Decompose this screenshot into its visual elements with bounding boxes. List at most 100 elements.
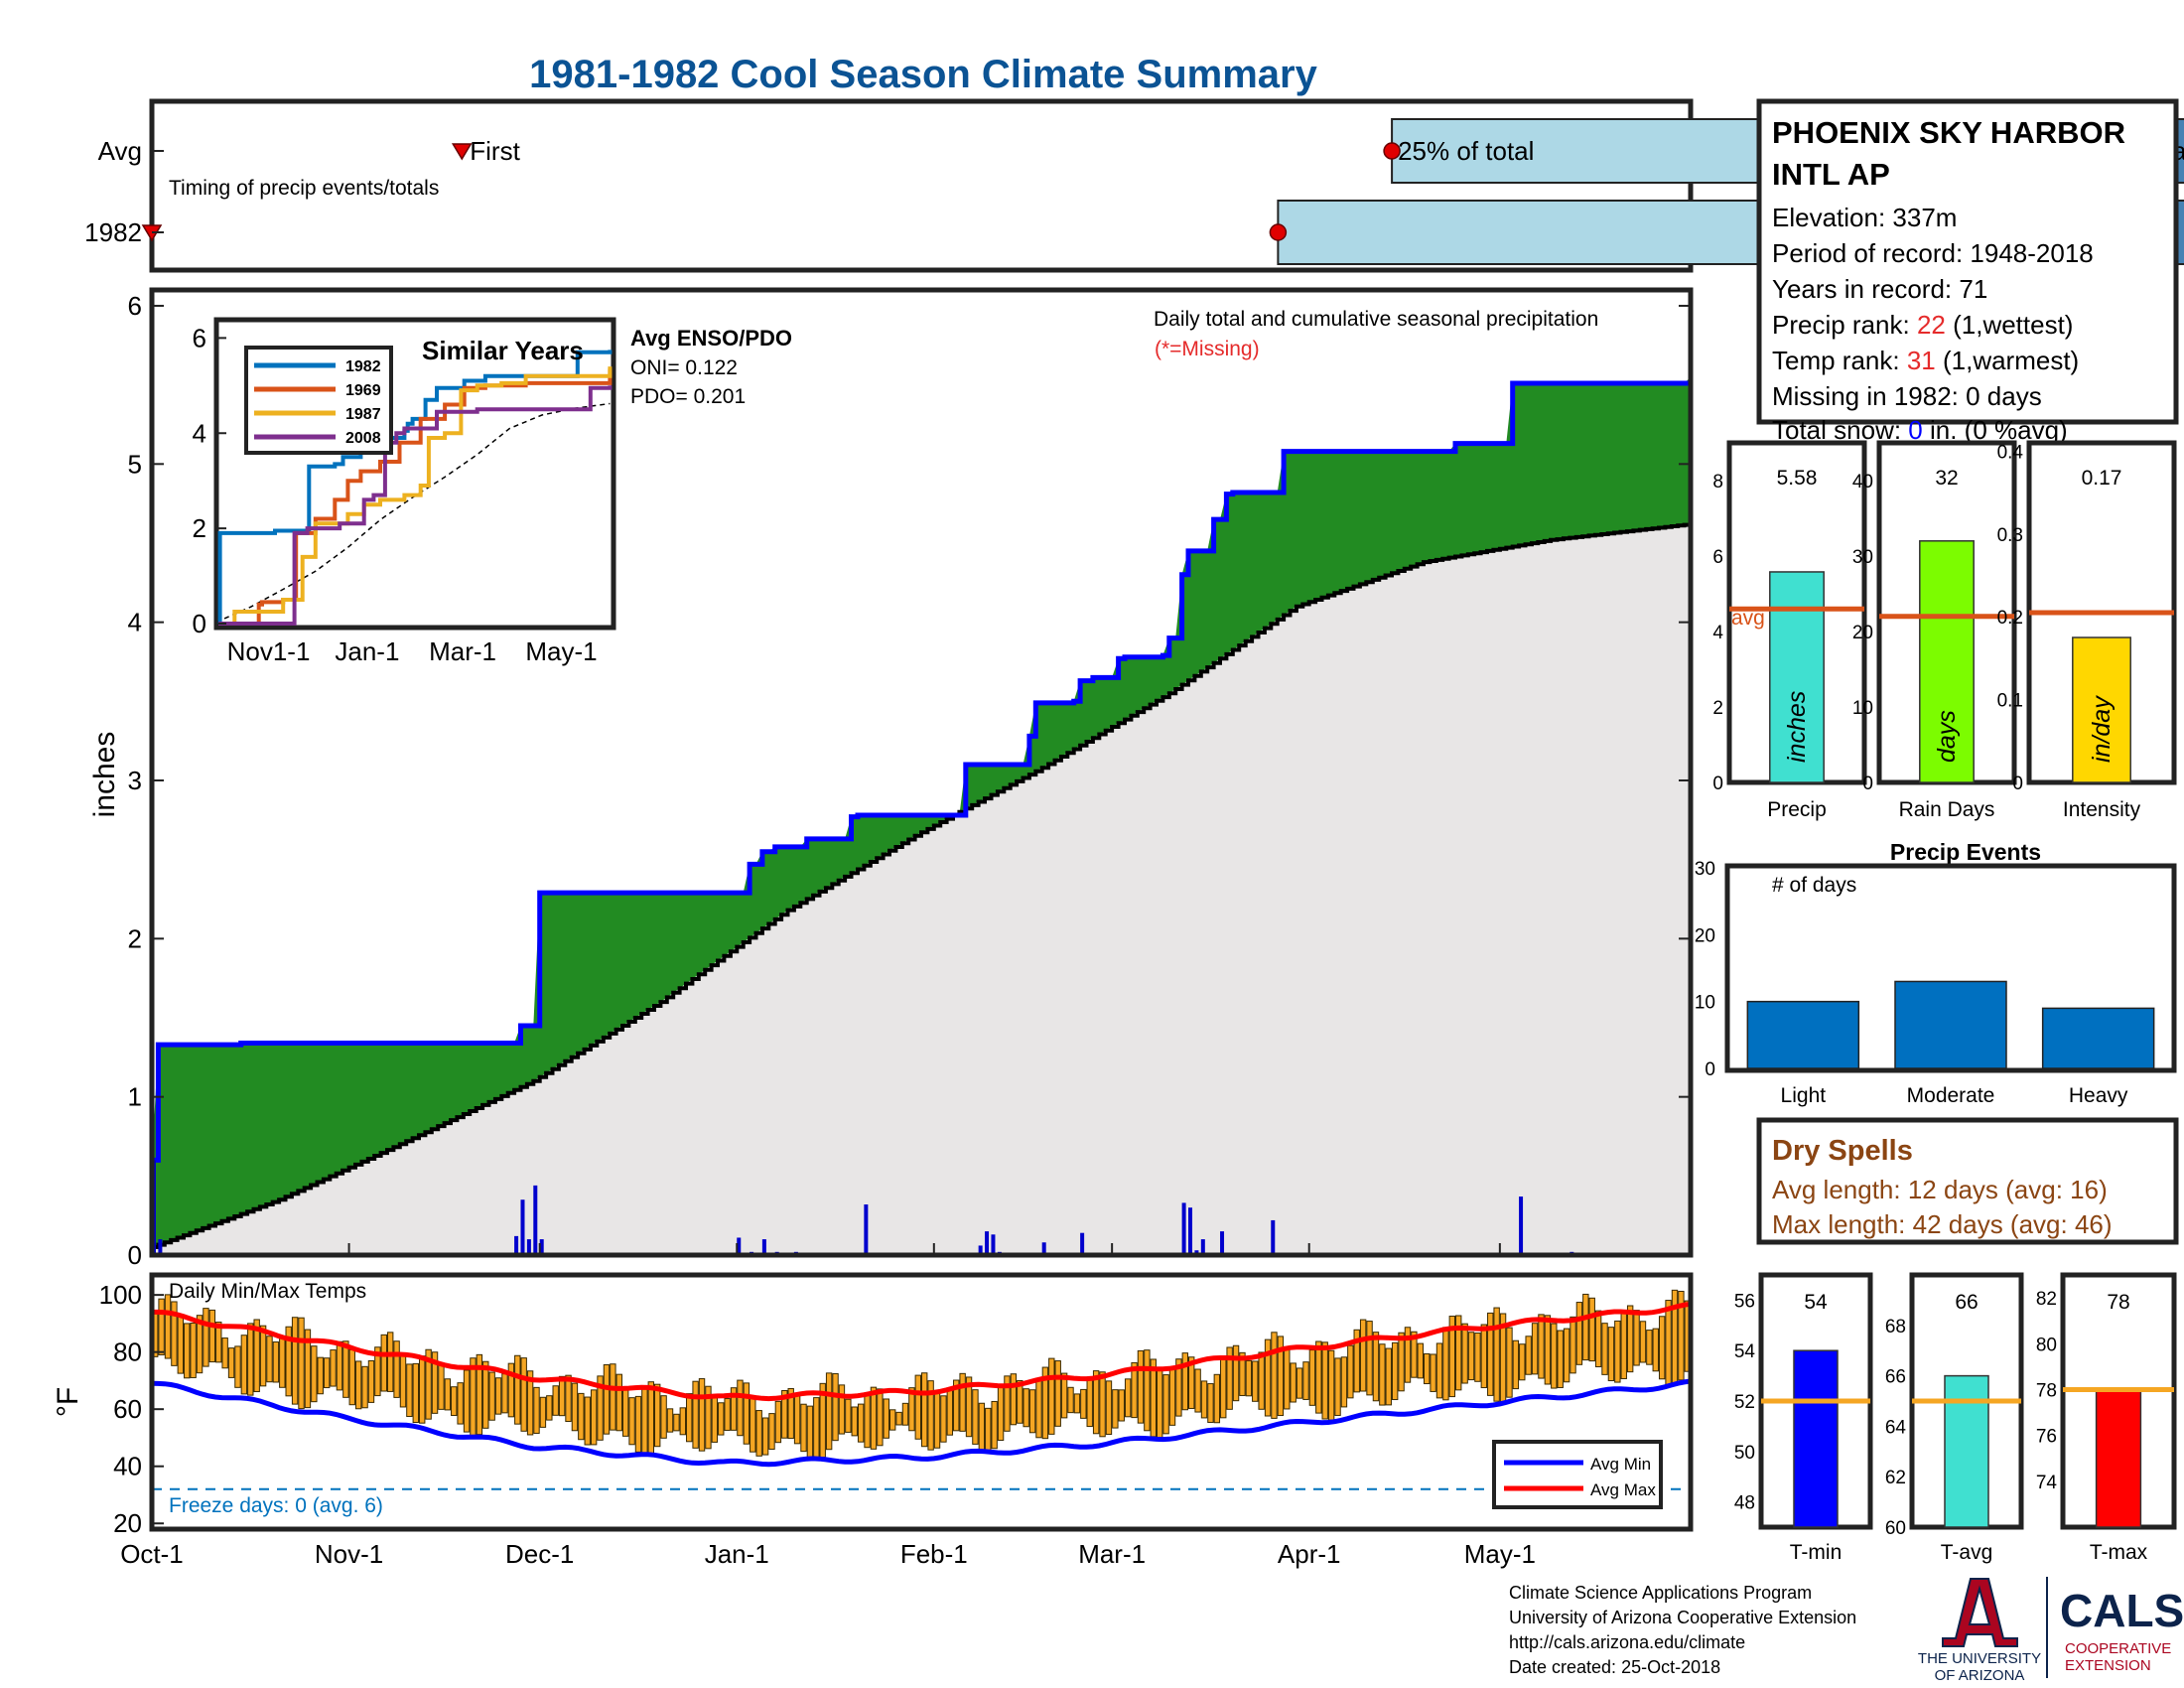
daily-temp-bar xyxy=(1353,1329,1360,1393)
daily-temp-bar xyxy=(698,1378,706,1452)
temp-y-tick-label: 20 xyxy=(113,1508,142,1538)
station-name-line1: PHOENIX SKY HARBOR xyxy=(1772,115,2125,150)
daily-temp-bar xyxy=(641,1387,648,1457)
mini-bar-label: Precip xyxy=(1767,798,1827,821)
month-tick-label: May-1 xyxy=(1464,1539,1536,1569)
precip-y-axis: 0 1 2 3 4 5 6 xyxy=(128,291,1691,1270)
temp-bar-tick-label: 76 xyxy=(2036,1427,2057,1448)
daily-temp-bar xyxy=(864,1394,871,1449)
dry-spells-title: Dry Spells xyxy=(1772,1135,1913,1167)
daily-temp-bar xyxy=(628,1397,635,1446)
mini-bar-tick-label: 0 xyxy=(2012,774,2023,794)
daily-temp-bar xyxy=(1601,1323,1608,1375)
daily-precip-bar xyxy=(737,1237,742,1255)
month-tick-label: Apr-1 xyxy=(1278,1539,1341,1569)
daily-temp-bar xyxy=(164,1294,172,1359)
daily-temp-bar xyxy=(419,1355,426,1424)
footer-program: Climate Science Applications Program xyxy=(1509,1583,1812,1603)
pdo-value: PDO= 0.201 xyxy=(630,385,746,408)
temp-bar-tick-label: 66 xyxy=(1885,1367,1906,1388)
events-y-label: # of days xyxy=(1772,874,1856,897)
daily-temp-bar xyxy=(558,1375,566,1417)
timing-first-last-marker xyxy=(451,143,473,161)
precip-rank-value: 22 xyxy=(1917,310,1946,340)
daily-temp-bar xyxy=(597,1375,604,1441)
mini-bar-tick-label: 20 xyxy=(1852,623,1873,643)
season-totals-bars: 5.58 Precip inches avg 0 2 4 6 8 32 Rain Days days 0… xyxy=(1712,440,2177,821)
daily-temp-bar xyxy=(743,1382,751,1445)
snow-prefix: Total snow: xyxy=(1772,415,1908,445)
daily-temp-bar xyxy=(380,1334,387,1392)
daily-temp-bar xyxy=(1467,1332,1475,1381)
mini-bar-rain-days: 32 Rain Days days 0 10 20 30 40 xyxy=(1852,440,2017,821)
month-axis: Oct-1 Nov-1 Dec-1 Jan-1 Feb-1 Mar-1 Apr-1 May-1 xyxy=(120,1539,1536,1569)
daily-temp-bar xyxy=(750,1395,756,1453)
daily-temp-bar xyxy=(1327,1349,1335,1421)
period-of-record: Period of record: 1948-2018 xyxy=(1772,238,2094,268)
inset-legend-label: 1969 xyxy=(345,382,381,399)
ua-name-line1: THE UNIVERSITY xyxy=(1918,1650,2041,1667)
daily-temp-bar xyxy=(1538,1314,1545,1379)
daily-temp-bar xyxy=(1442,1327,1449,1401)
daily-temp-bar xyxy=(565,1374,572,1423)
daily-precip-bar xyxy=(514,1235,519,1255)
precip-rank-suffix: (1,wettest) xyxy=(1946,310,2074,340)
timing-caption: Timing of precip events/totals xyxy=(169,177,439,200)
daily-temp-bar xyxy=(946,1390,954,1436)
daily-precip-bar xyxy=(1271,1219,1276,1255)
temp-rank-prefix: Temp rank: xyxy=(1772,346,1907,375)
ua-a-icon xyxy=(1942,1578,2018,1647)
inset-series-1987 xyxy=(218,366,613,626)
daily-temp-bar xyxy=(285,1326,292,1397)
coop-line1: COOPERATIVE xyxy=(2065,1640,2171,1657)
daily-temp-bar xyxy=(774,1400,782,1444)
daily-temp-bar xyxy=(1175,1358,1182,1417)
daily-temp-bar xyxy=(761,1417,769,1456)
daily-temp-bar xyxy=(724,1398,731,1431)
daily-temp-bar xyxy=(444,1378,452,1411)
mini-bar-value: 32 xyxy=(1935,467,1958,490)
daily-temp-bar xyxy=(457,1382,464,1425)
daily-temp-bar xyxy=(571,1382,579,1432)
daily-temp-bar xyxy=(1525,1336,1532,1375)
daily-temp-bar xyxy=(883,1398,889,1439)
daily-temp-bar xyxy=(851,1406,858,1437)
daily-temp-bar xyxy=(463,1369,471,1433)
daily-temp-bar xyxy=(610,1363,616,1431)
event-y-tick-label: 10 xyxy=(1695,993,1715,1014)
daily-temp-bar xyxy=(1665,1300,1672,1385)
mini-bar-tick-label: 10 xyxy=(1852,698,1873,719)
enso-title: Avg ENSO/PDO xyxy=(630,326,792,351)
daily-temp-bar xyxy=(1435,1342,1443,1399)
daily-temp-bar xyxy=(901,1402,909,1426)
daily-temp-bar xyxy=(1245,1359,1253,1397)
daily-temp-bar xyxy=(348,1348,355,1406)
mini-bar-tick-label: 4 xyxy=(1712,623,1723,643)
daily-temp-bar xyxy=(1321,1341,1328,1420)
station-frame xyxy=(1756,98,2179,425)
daily-temp-bar xyxy=(158,1298,165,1355)
daily-temp-bar xyxy=(1551,1323,1558,1389)
inset-legend-label: 1987 xyxy=(345,406,381,423)
daily-temp-bar xyxy=(1112,1389,1119,1429)
daily-temp-bar xyxy=(673,1413,680,1432)
daily-precip-bar xyxy=(533,1185,538,1255)
daily-temp-bar xyxy=(1258,1351,1265,1410)
daily-temp-bar xyxy=(494,1377,502,1415)
event-bar xyxy=(2041,1007,2155,1069)
daily-temp-bar xyxy=(1156,1369,1163,1439)
daily-temp-bar xyxy=(793,1394,801,1445)
temp-y-tick-label: 60 xyxy=(113,1394,142,1424)
daily-precip-bar xyxy=(864,1204,869,1255)
event-category-label: Moderate xyxy=(1907,1084,1995,1107)
daily-temp-bar xyxy=(1194,1368,1201,1413)
mini-bar-unit: in/day xyxy=(2088,695,2116,763)
daily-temp-bar xyxy=(539,1396,547,1428)
total-snow: Total snow: 0 in. (0 %avg) xyxy=(1772,415,2068,445)
precip-y-tick-label: 6 xyxy=(128,291,142,321)
month-tick-label: Feb-1 xyxy=(900,1539,968,1569)
figure-title: 1981-1982 Cool Season Climate Summary xyxy=(529,53,1317,96)
avg-cumulative-line xyxy=(152,522,1693,1250)
daily-temp-bar xyxy=(711,1396,719,1443)
daily-temp-bar xyxy=(1137,1349,1145,1424)
